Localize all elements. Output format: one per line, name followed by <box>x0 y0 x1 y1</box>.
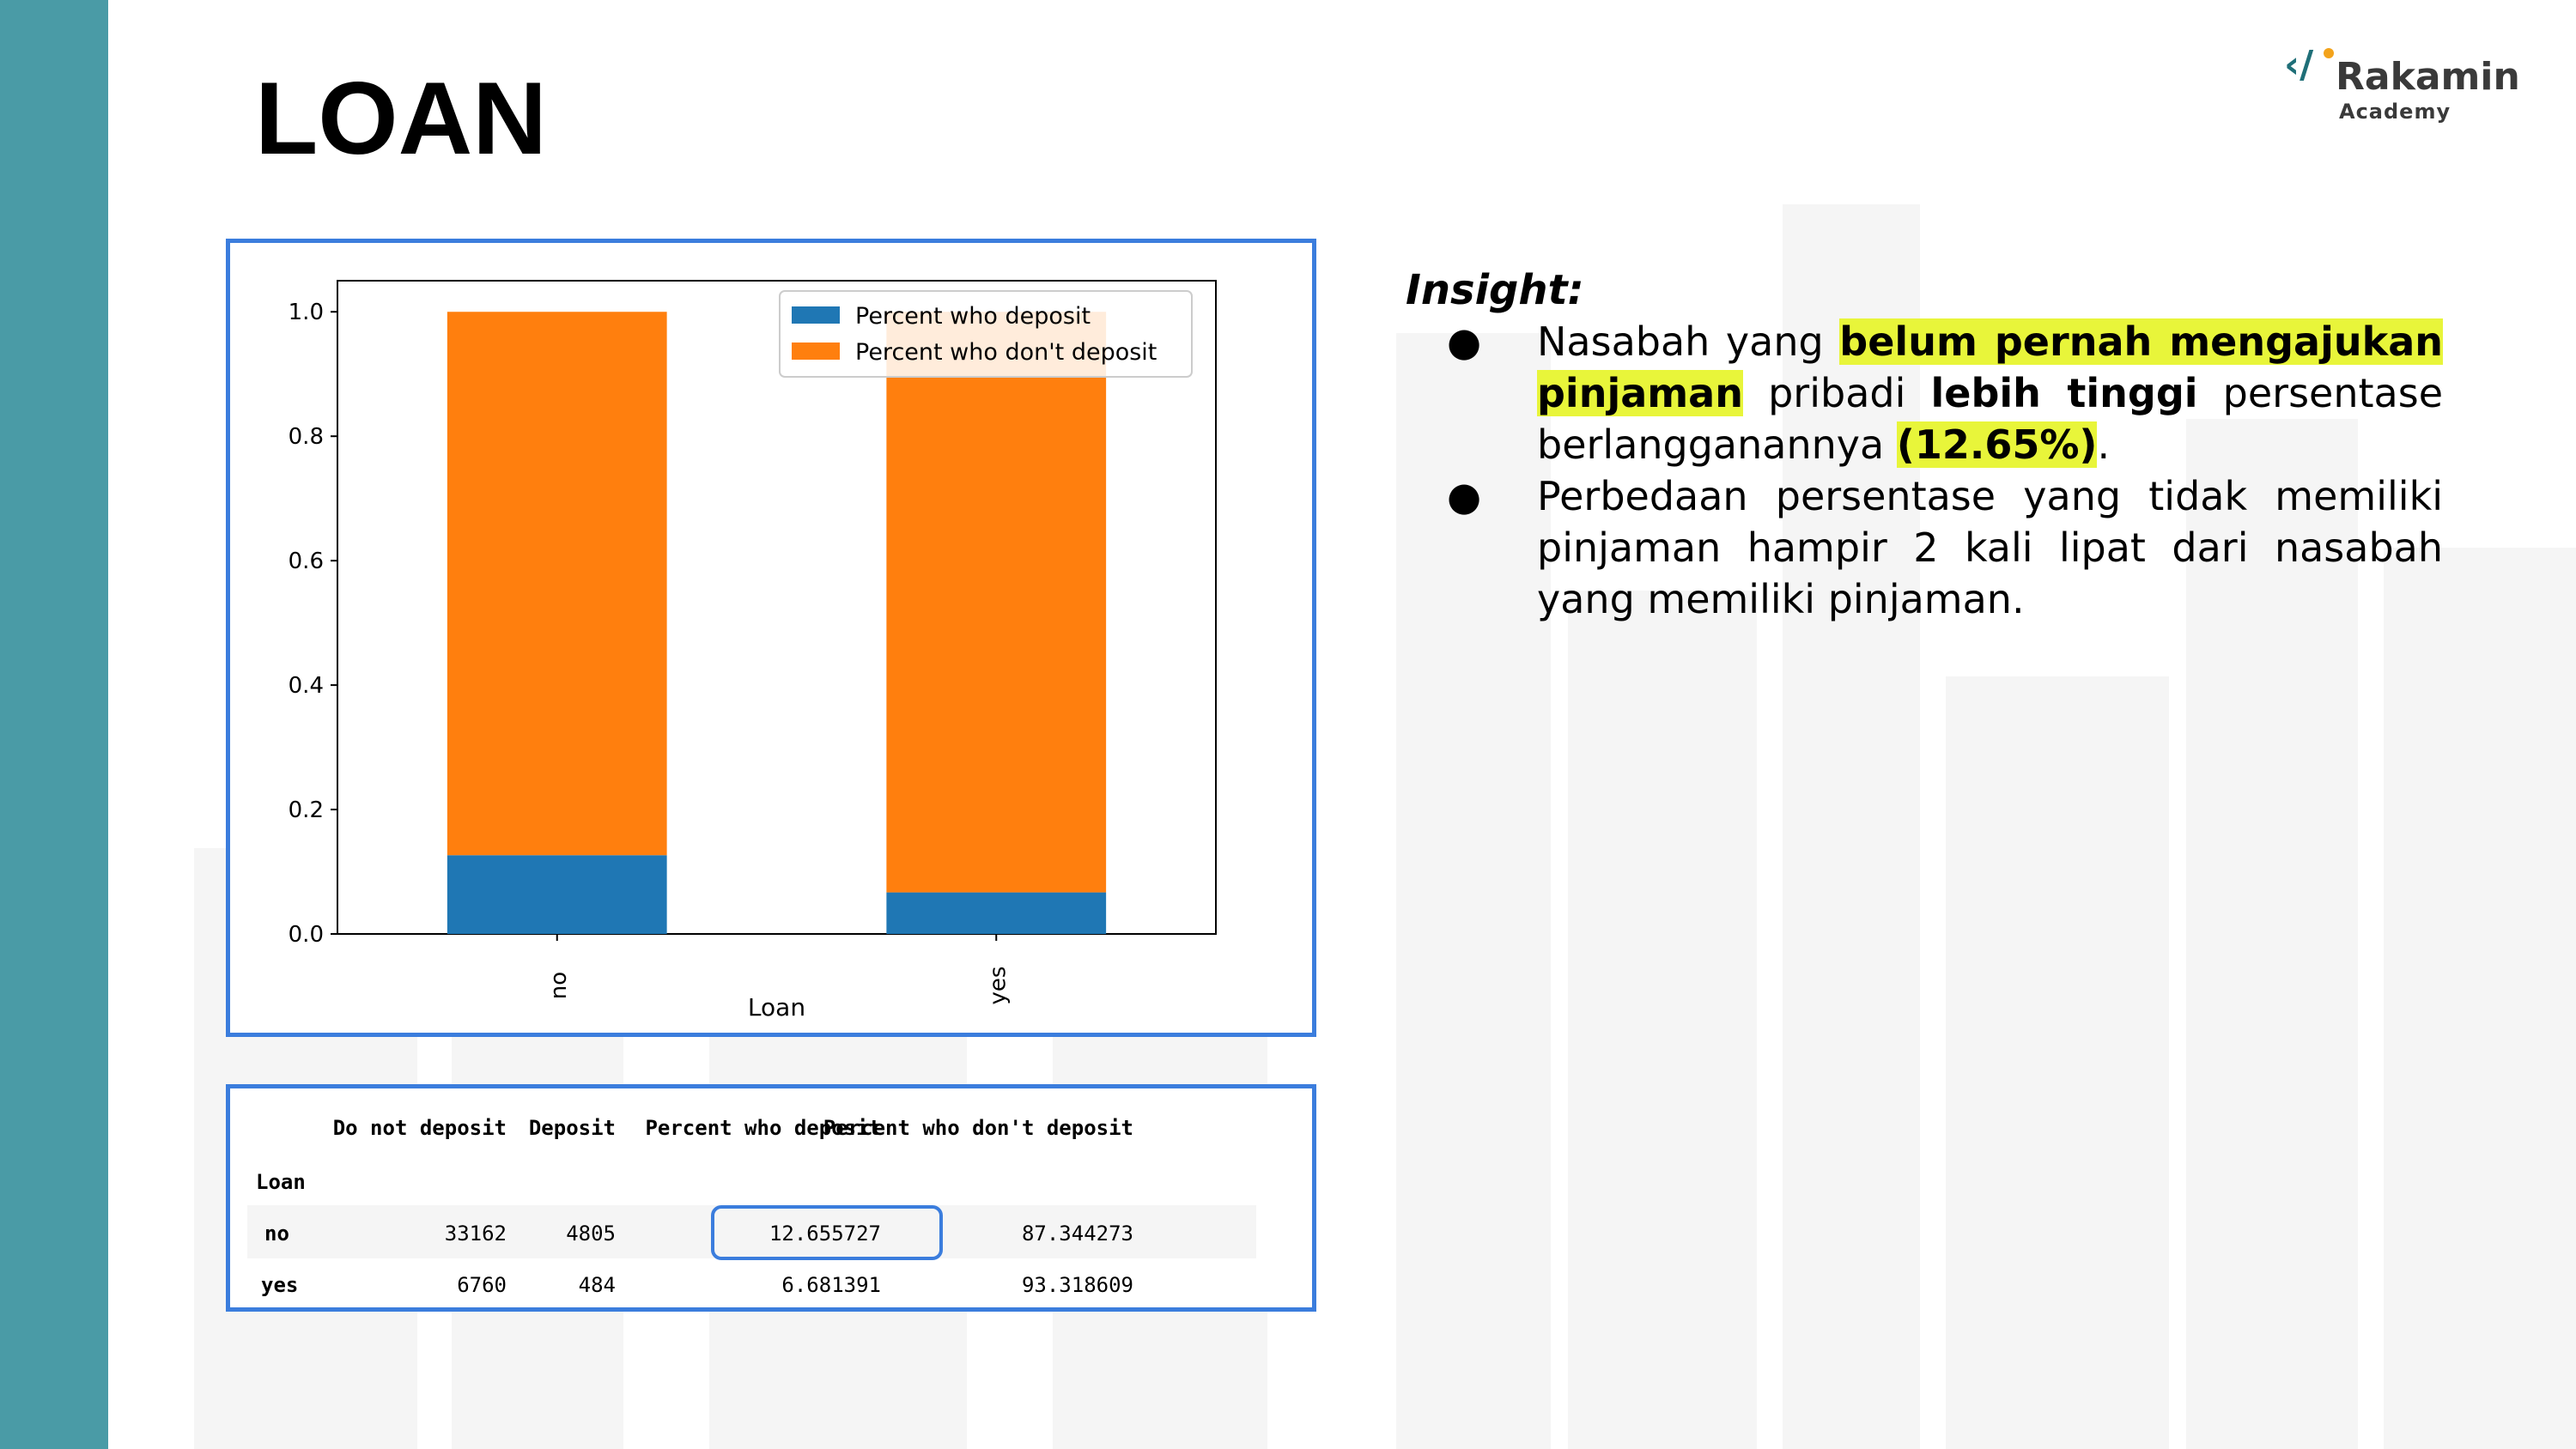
insight-text: . <box>2097 421 2111 468</box>
insight-text: persentase berlangganannya <box>1537 370 2443 468</box>
legend-box <box>779 290 1193 378</box>
table-cell: 33162 <box>444 1222 507 1246</box>
insight-item: ● Perbedaan persentase yang tidak memilik… <box>1447 470 2443 625</box>
y-tick-label: 0.8 <box>289 424 324 450</box>
bullet-icon: ● <box>1447 318 1482 365</box>
table-cell: 6760 <box>457 1273 507 1297</box>
table-row-label: no <box>264 1222 289 1246</box>
insight-text: pribadi <box>1742 370 1931 416</box>
table-cell: 87.344273 <box>1021 1222 1133 1246</box>
y-tick-label: 0.2 <box>289 797 324 823</box>
bar-segment <box>447 855 667 934</box>
code-bracket-icon: ‹/ <box>2284 43 2314 87</box>
bar-segment <box>886 312 1107 893</box>
bar-segment <box>447 312 667 856</box>
logo-name: Rakamin <box>2336 55 2520 99</box>
table-header: Deposit <box>528 1116 616 1140</box>
insight-title: Insight: <box>1406 266 1584 314</box>
bullet-icon: ● <box>1447 473 1482 519</box>
table-header: Percent who deposit <box>645 1116 881 1140</box>
legend-label: Percent who deposit <box>855 303 1091 330</box>
logo-dot-icon <box>2324 48 2334 58</box>
bar-segment <box>886 892 1107 934</box>
insight-item: ● Nasabah yang belum pernah mengajukan pi… <box>1447 316 2443 470</box>
y-tick-label: 0.6 <box>289 549 324 574</box>
y-tick-label: 0.0 <box>289 922 324 948</box>
side-accent-bar <box>0 0 108 1449</box>
x-tick-label: no <box>546 972 572 999</box>
insight-text: lebih tinggi <box>1930 370 2198 416</box>
legend-swatch <box>792 343 840 360</box>
y-tick-label: 0.4 <box>289 673 324 699</box>
table-cell: 12.655727 <box>769 1222 881 1246</box>
y-tick-label: 1.0 <box>289 300 324 325</box>
insight-text: Perbedaan persentase yang tidak memiliki… <box>1537 473 2443 622</box>
table-cell: 93.318609 <box>1021 1273 1133 1297</box>
insight-text: (12.65%) <box>1896 421 2098 468</box>
insight-list: ● Nasabah yang belum pernah mengajukan pi… <box>1447 316 2443 625</box>
table-header: Percent who don't deposit <box>823 1116 1133 1140</box>
legend-swatch <box>792 306 840 324</box>
table-index-name: Loan <box>256 1170 306 1194</box>
table-row-bg <box>247 1205 1256 1258</box>
highlighted-cell-box <box>711 1205 943 1260</box>
table-cell: 4805 <box>566 1222 616 1246</box>
x-axis-label: Loan <box>748 993 805 1022</box>
table-header: Do not deposit <box>332 1116 507 1140</box>
table-cell: 484 <box>578 1273 616 1297</box>
chart-frame: no yes 0.0 0.2 0.4 0.6 0.8 1.0 Loan Percent who d… <box>226 239 1316 1037</box>
table-cell: 6.681391 <box>781 1273 881 1297</box>
rakamin-logo: ‹/ Rakamin Academy <box>2284 43 2542 129</box>
stacked-bar-chart: no yes 0.0 0.2 0.4 0.6 0.8 1.0 Loan Percent who d… <box>289 280 1217 1022</box>
page-title: LOAN <box>255 61 547 176</box>
table-row-label: yes <box>261 1273 299 1297</box>
insight-text: Nasabah yang <box>1537 318 1840 365</box>
legend-label: Percent who don't deposit <box>855 339 1157 366</box>
logo-subtitle: Academy <box>2339 100 2451 124</box>
x-tick-label: yes <box>985 967 1011 1005</box>
data-table: Do not deposit Deposit Percent who depos… <box>226 1084 1316 1312</box>
